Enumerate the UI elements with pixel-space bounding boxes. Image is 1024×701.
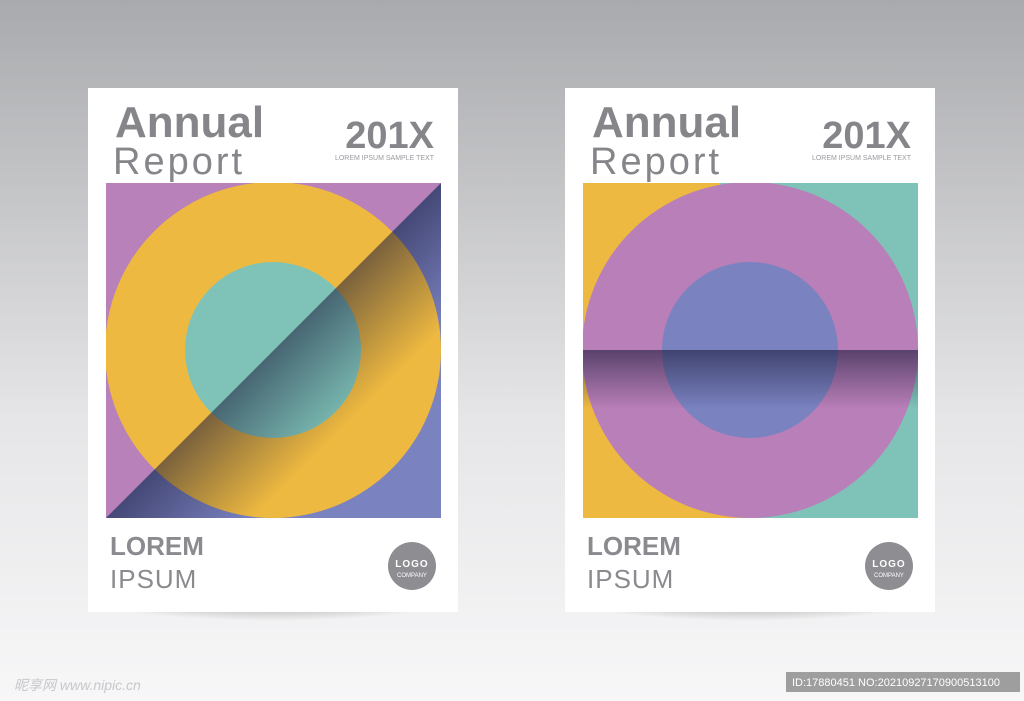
subheading: IPSUM [110, 564, 197, 594]
image-id: ID:17880451 NO:20210927170900513100 [792, 677, 1000, 689]
subheading: IPSUM [587, 564, 674, 594]
subtitle: Report [113, 141, 245, 183]
heading: LOREM [110, 531, 204, 561]
year: 201X [822, 115, 911, 157]
cover: Annual Report 201X LOREM IPSUM SAMPLE TE… [565, 88, 935, 612]
year: 201X [345, 115, 434, 157]
company: COMPANY [397, 573, 427, 579]
tagline: LOREM IPSUM SAMPLE TEXT [812, 155, 912, 162]
tagline: LOREM IPSUM SAMPLE TEXT [335, 155, 435, 162]
logo: LOGO [872, 559, 905, 570]
cover: Annual Report 201X LOREM IPSUM SAMPLE TE… [88, 88, 458, 612]
title: Annual [115, 98, 264, 147]
subtitle: Report [590, 141, 722, 183]
watermark: 昵享网 www.nipic.cn [14, 677, 141, 693]
logo: LOGO [395, 559, 428, 570]
company: COMPANY [874, 573, 904, 579]
heading: LOREM [587, 531, 681, 561]
title: Annual [592, 98, 741, 147]
